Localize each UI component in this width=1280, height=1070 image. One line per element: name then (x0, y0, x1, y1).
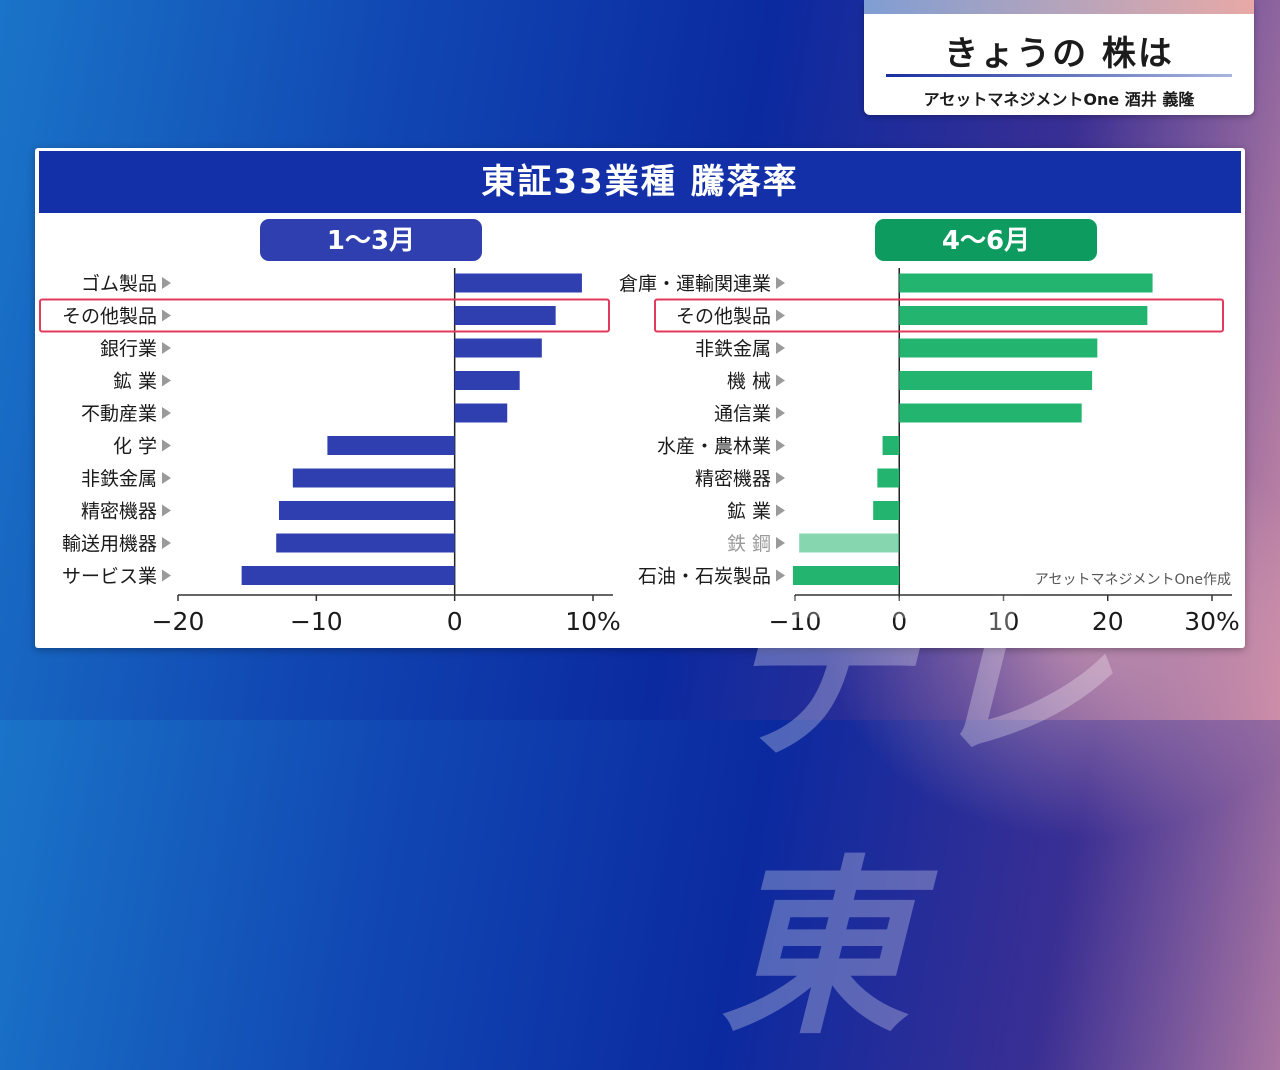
period-label-0: 1〜3月 (327, 226, 415, 256)
category-label-0-8: 輸送用機器 (62, 533, 157, 555)
bar-0-6 (292, 468, 455, 488)
bar-0-1 (454, 306, 556, 325)
row-pointer-icon-0-5 (162, 439, 171, 452)
category-label-1-7: 鉱 業 (727, 501, 771, 523)
row-pointer-icon-1-9 (776, 569, 785, 582)
x-tick-label-1-0: −10 (769, 607, 822, 636)
program-title-box: きょうの 株は アセットマネジメントOne 酒井 義隆 (864, 0, 1254, 115)
category-label-1-9: 石油・石炭製品 (638, 566, 771, 588)
bar-1-5 (882, 436, 900, 455)
row-pointer-icon-1-0 (776, 277, 785, 289)
row-pointer-icon-0-3 (162, 374, 171, 387)
category-label-0-5: 化 学 (113, 436, 157, 458)
bar-1-2 (899, 338, 1098, 358)
category-label-1-2: 非鉄金属 (695, 338, 771, 360)
category-label-1-6: 精密機器 (695, 468, 771, 490)
row-pointer-icon-0-0 (162, 277, 171, 289)
row-pointer-icon-0-1 (162, 309, 171, 322)
bar-1-9 (792, 566, 900, 585)
row-pointer-icon-1-7 (776, 504, 785, 517)
period-label-bg-1 (875, 219, 1097, 261)
category-label-0-3: 鉱 業 (113, 371, 157, 393)
row-pointer-icon-0-8 (162, 537, 171, 549)
row-pointer-icon-0-9 (162, 569, 171, 582)
category-label-0-9: サービス業 (62, 566, 157, 588)
category-label-1-1: その他製品 (676, 306, 771, 328)
row-pointer-icon-1-2 (776, 342, 785, 354)
category-label-1-4: 通信業 (714, 403, 771, 425)
chart-panel: 東証33業種 騰落率 1〜3月 ゴム製品 その他製品 銀行業鉱 業不動産業化 学非鉄金… (35, 148, 1245, 648)
x-tick-label-1-1: 0 (891, 607, 907, 636)
category-label-1-3: 機 械 (727, 371, 771, 393)
period-label-1: 4〜6月 (942, 226, 1030, 256)
bar-0-5 (327, 436, 455, 455)
x-tick-label-0-0: −20 (152, 607, 205, 636)
row-pointer-icon-1-3 (776, 374, 785, 387)
row-pointer-icon-0-6 (162, 472, 171, 484)
category-label-1-5: 水産・農林業 (657, 436, 771, 458)
bar-0-0 (454, 273, 582, 293)
broadcaster-watermark: テレ東 (720, 564, 1121, 1060)
row-pointer-icon-1-1 (776, 309, 785, 322)
title-divider (886, 74, 1232, 77)
guest-name: アセットマネジメントOne 酒井 義隆 (923, 90, 1195, 109)
category-label-0-1: その他製品 (62, 306, 157, 328)
category-label-0-0: ゴム製品 (81, 273, 157, 295)
bar-0-3 (454, 371, 520, 390)
category-label-0-2: 銀行業 (100, 338, 157, 360)
highlight-box-0 (39, 298, 610, 333)
title-stripe (864, 0, 1254, 14)
bar-0-4 (454, 403, 508, 423)
bar-1-3 (899, 371, 1093, 390)
row-pointer-icon-0-2 (162, 342, 171, 354)
program-title: きょうの 株は (944, 34, 1174, 74)
bar-1-4 (899, 403, 1082, 423)
row-pointer-icon-0-7 (162, 504, 171, 517)
bar-0-9 (241, 566, 455, 585)
x-tick-label-1-3: 20 (1092, 607, 1124, 636)
panel-title: 東証33業種 騰落率 (39, 151, 1241, 213)
category-label-1-8: 鉄 鋼 (727, 533, 771, 555)
x-tick-label-0-2: 0 (447, 607, 463, 636)
row-pointer-icon-0-4 (162, 407, 171, 419)
row-pointer-icon-1-5 (776, 439, 785, 452)
category-label-1-0: 倉庫・運輸関連業 (619, 273, 771, 295)
category-label-0-6: 非鉄金属 (81, 468, 157, 490)
bar-1-6 (877, 468, 900, 488)
x-tick-label-1-4: 30% (1184, 607, 1240, 636)
row-pointer-icon-1-6 (776, 472, 785, 484)
x-tick-label-1-2: 10 (988, 607, 1020, 636)
bar-0-2 (454, 338, 542, 358)
category-label-0-4: 不動産業 (81, 403, 157, 425)
bar-1-8 (799, 533, 900, 553)
highlight-box-1 (654, 298, 1224, 333)
x-tick-label-0-1: −10 (290, 607, 343, 636)
period-label-bg-0 (260, 219, 482, 261)
row-pointer-icon-1-4 (776, 407, 785, 419)
bar-1-7 (873, 501, 900, 520)
x-tick-label-0-3: 10% (565, 607, 621, 636)
row-pointer-icon-1-8 (776, 537, 785, 549)
category-label-0-7: 精密機器 (81, 501, 157, 523)
bar-0-7 (278, 501, 455, 520)
bar-1-0 (899, 273, 1153, 293)
bar-0-8 (276, 533, 455, 553)
bar-1-1 (899, 306, 1148, 325)
source-note: アセットマネジメントOne作成 (1035, 572, 1231, 588)
